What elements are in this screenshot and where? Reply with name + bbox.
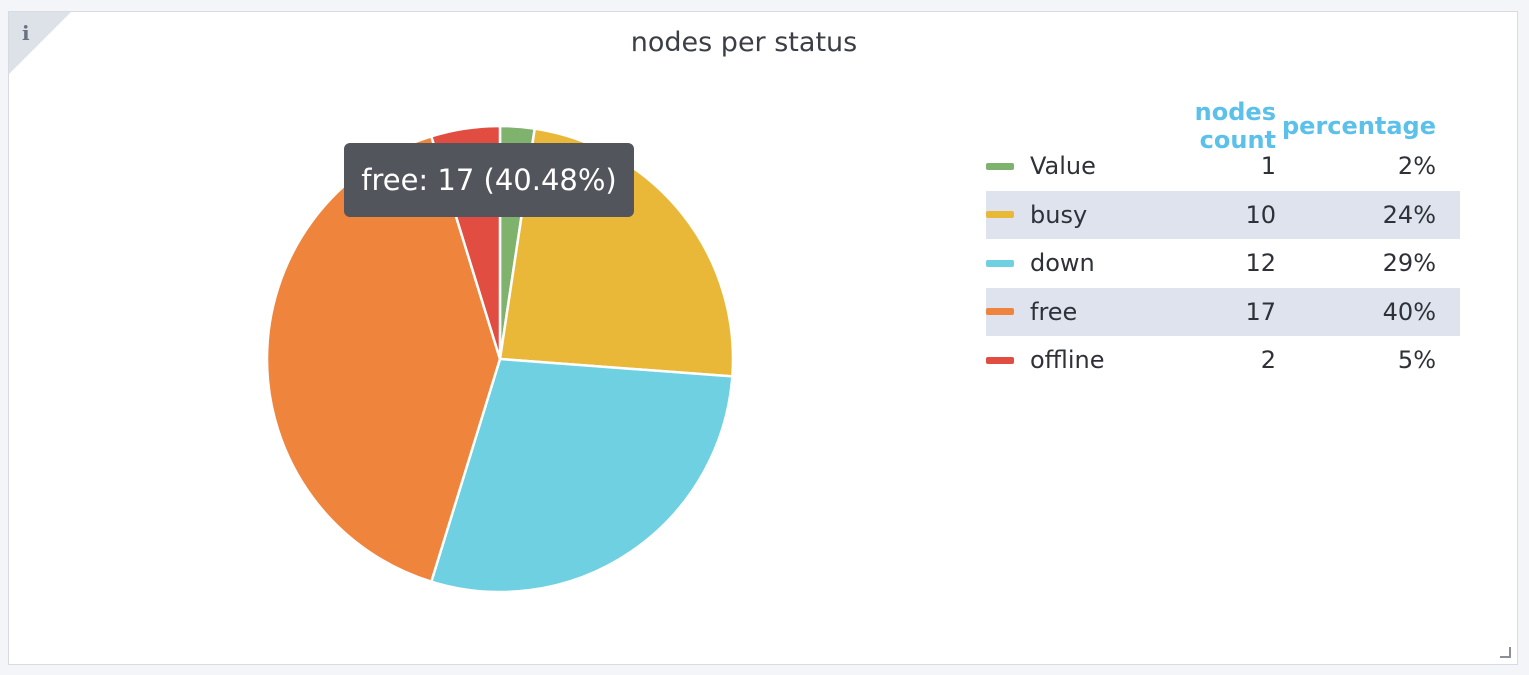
legend-series-name[interactable]: busy — [1030, 200, 1088, 229]
legend-series-name[interactable]: down — [1030, 249, 1095, 278]
info-icon[interactable]: i — [22, 21, 30, 45]
legend-percentage: 5% — [1397, 346, 1436, 375]
legend-nodes-count: 1 — [1260, 152, 1276, 181]
legend-row-busy[interactable]: busy 10 24% — [986, 190, 1460, 239]
legend-swatch[interactable] — [986, 259, 1014, 267]
pie-slice-down[interactable] — [429, 357, 734, 594]
legend-percentage: 29% — [1382, 249, 1436, 278]
legend-row-down[interactable]: down 12 29% — [986, 239, 1460, 288]
legend-swatch[interactable] — [986, 211, 1014, 219]
legend-series-name[interactable]: Value — [1030, 152, 1096, 181]
legend-row-value[interactable]: Value 1 2% — [986, 142, 1460, 191]
legend-swatch[interactable] — [986, 356, 1014, 364]
legend-col-percentage[interactable]: percentage — [1281, 112, 1436, 140]
legend-nodes-count: 17 — [1245, 297, 1276, 326]
legend-nodes-count: 10 — [1245, 200, 1276, 229]
legend-swatch[interactable] — [986, 162, 1014, 170]
legend-rows: Value 1 2% busy 10 24% down 12 29% free 17 40% offli… — [986, 142, 1460, 385]
resize-handle-icon[interactable] — [1500, 647, 1511, 658]
legend-percentage: 24% — [1382, 200, 1436, 229]
legend-nodes-count: 12 — [1245, 249, 1276, 278]
info-corner[interactable] — [9, 12, 71, 74]
panel-title: nodes per status — [630, 27, 858, 58]
legend-swatch[interactable] — [986, 308, 1014, 316]
legend-col-nodes-count[interactable]: nodes count — [1194, 98, 1276, 154]
legend-header: nodes count percentage — [986, 98, 1460, 154]
legend-series-name[interactable]: free — [1030, 297, 1078, 326]
pie-chart-panel: i nodes per status free: 17 (40.48%) nod… — [8, 11, 1518, 665]
chart-tooltip: free: 17 (40.48%) — [344, 143, 634, 217]
legend-nodes-count: 2 — [1260, 346, 1276, 375]
legend-percentage: 40% — [1382, 297, 1436, 326]
legend-series-name[interactable]: offline — [1030, 346, 1105, 375]
legend-row-free[interactable]: free 17 40% — [986, 287, 1460, 336]
legend-percentage: 2% — [1397, 152, 1436, 181]
legend-table: nodes count percentage Value 1 2% busy 10 24%… — [986, 98, 1460, 385]
legend-row-offline[interactable]: offline 2 5% — [986, 336, 1460, 385]
